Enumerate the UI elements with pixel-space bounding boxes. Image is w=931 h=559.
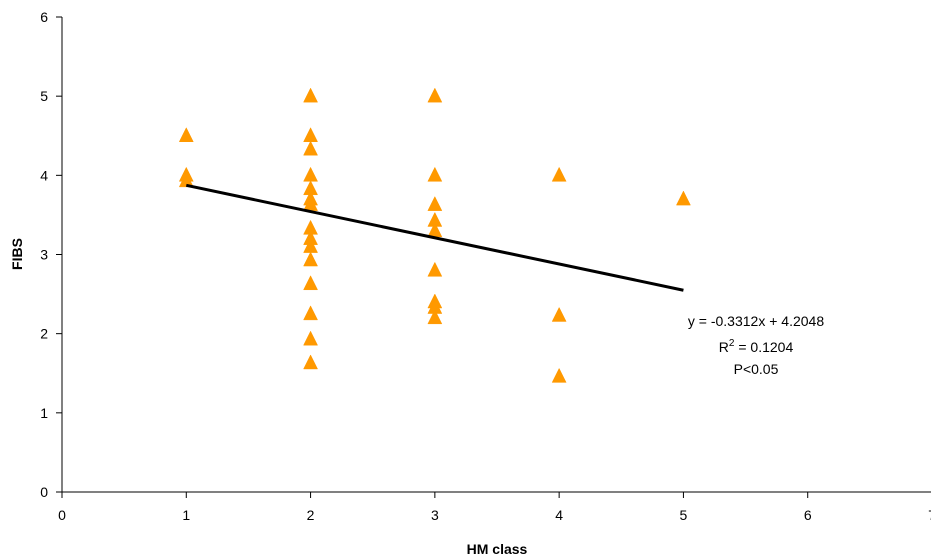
x-tick-label: 0 bbox=[58, 507, 66, 523]
x-tick-label: 5 bbox=[680, 507, 688, 523]
data-point bbox=[303, 140, 318, 156]
y-tick-label: 1 bbox=[40, 405, 48, 421]
r-squared-superscript: 2 bbox=[729, 338, 735, 349]
data-markers bbox=[178, 87, 691, 383]
data-point bbox=[178, 127, 194, 142]
trendline bbox=[185, 183, 684, 292]
data-point bbox=[303, 354, 318, 370]
data-point bbox=[303, 166, 318, 182]
data-point bbox=[303, 275, 318, 291]
data-point bbox=[303, 305, 318, 321]
data-point bbox=[303, 251, 318, 267]
data-point bbox=[427, 196, 443, 211]
data-point bbox=[427, 166, 443, 182]
axes bbox=[61, 17, 931, 493]
y-tick-label: 6 bbox=[40, 9, 48, 25]
y-tick-label: 5 bbox=[40, 88, 48, 104]
r-squared-value: = 0.1204 bbox=[734, 339, 793, 355]
y-axis-ticks: 0 1 2 3 4 5 6 bbox=[40, 9, 62, 500]
y-tick-label: 4 bbox=[40, 167, 48, 183]
y-tick-label: 0 bbox=[40, 484, 48, 500]
r-squared-label: R2 = 0.1204 bbox=[719, 338, 794, 355]
x-tick-label: 7 bbox=[928, 507, 931, 523]
regression-annotation: y = -0.3312x + 4.2048 R2 = 0.1204 P<0.05 bbox=[688, 313, 824, 377]
data-point bbox=[427, 87, 443, 103]
y-tick-label: 2 bbox=[40, 326, 48, 342]
x-tick-label: 3 bbox=[431, 507, 439, 523]
data-point bbox=[676, 190, 691, 206]
regression-equation: y = -0.3312x + 4.2048 bbox=[688, 313, 824, 329]
data-point bbox=[427, 309, 443, 325]
data-point bbox=[551, 306, 567, 322]
y-axis-title: FIBS bbox=[9, 238, 25, 270]
data-point bbox=[303, 87, 318, 103]
x-axis-ticks: 0 1 2 3 4 5 6 7 bbox=[58, 492, 931, 523]
x-tick-label: 4 bbox=[555, 507, 563, 523]
x-tick-label: 2 bbox=[307, 507, 315, 523]
data-point bbox=[303, 127, 318, 142]
data-point bbox=[303, 330, 318, 346]
p-value-label: P<0.05 bbox=[734, 361, 779, 377]
data-point bbox=[427, 261, 443, 277]
x-tick-label: 6 bbox=[804, 507, 812, 523]
x-axis-title: HM class bbox=[467, 541, 528, 557]
r-squared-prefix: R bbox=[719, 339, 729, 355]
x-tick-label: 1 bbox=[182, 507, 190, 523]
data-point bbox=[551, 166, 567, 182]
data-point bbox=[551, 367, 567, 383]
y-tick-label: 3 bbox=[40, 247, 48, 263]
data-point bbox=[178, 172, 194, 188]
